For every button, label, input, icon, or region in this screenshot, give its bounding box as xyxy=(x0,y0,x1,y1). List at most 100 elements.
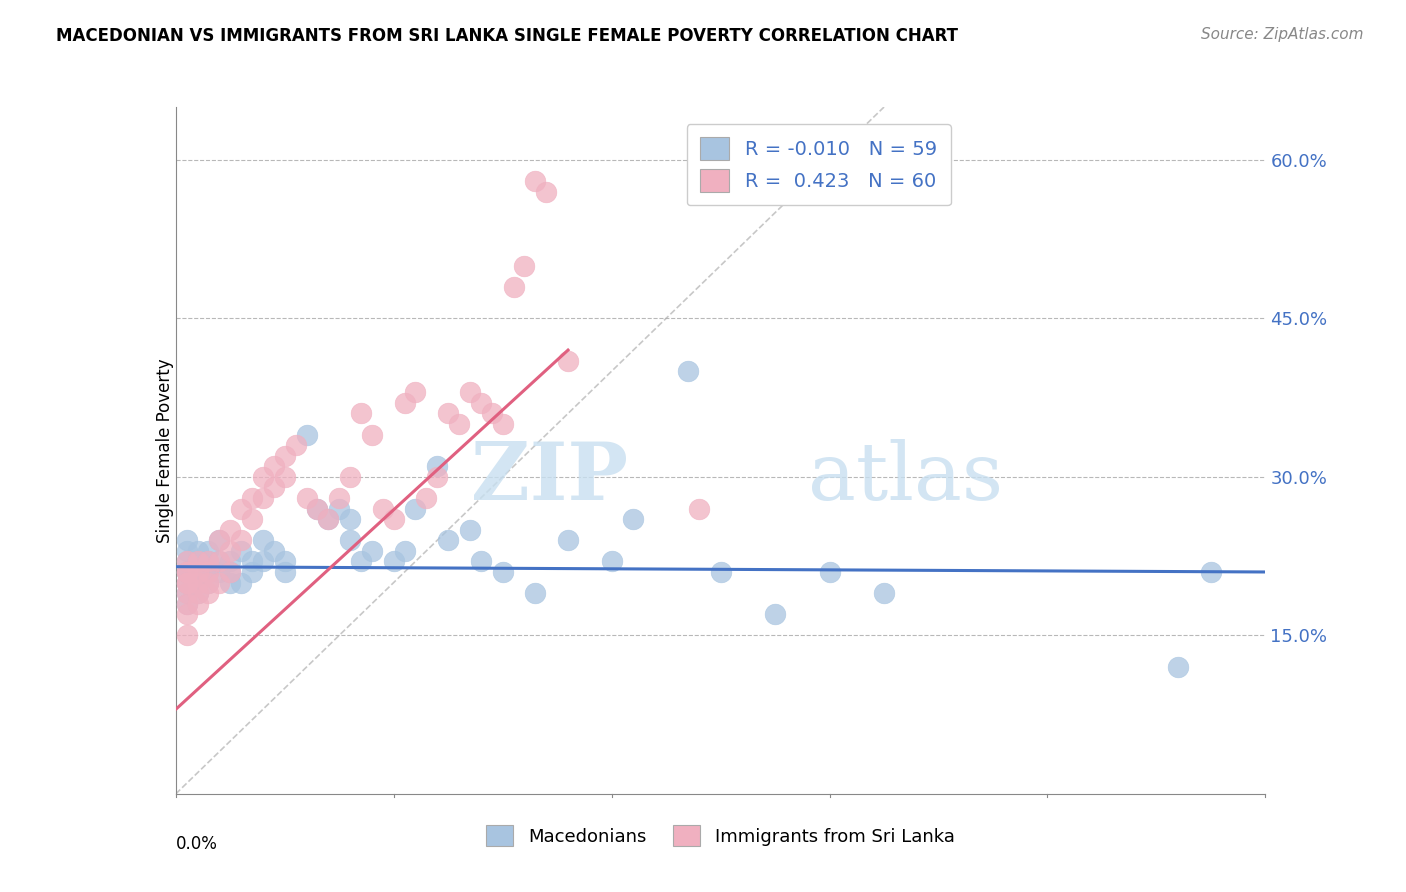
Point xyxy=(557,533,579,548)
Point xyxy=(240,491,263,505)
Text: Source: ZipAtlas.com: Source: ZipAtlas.com xyxy=(1201,27,1364,42)
Point xyxy=(437,407,460,421)
Point xyxy=(274,470,297,484)
Point xyxy=(360,427,382,442)
Point xyxy=(176,597,198,611)
Point xyxy=(274,565,297,579)
Point xyxy=(458,523,481,537)
Point xyxy=(405,501,427,516)
Text: MACEDONIAN VS IMMIGRANTS FROM SRI LANKA SINGLE FEMALE POVERTY CORRELATION CHART: MACEDONIAN VS IMMIGRANTS FROM SRI LANKA … xyxy=(56,27,959,45)
Point xyxy=(186,597,209,611)
Point xyxy=(252,533,274,548)
Point xyxy=(186,586,209,600)
Point xyxy=(208,575,231,590)
Point xyxy=(710,565,733,579)
Point xyxy=(818,565,841,579)
Point xyxy=(231,501,253,516)
Point xyxy=(524,586,547,600)
Point xyxy=(208,554,231,568)
Point xyxy=(197,586,219,600)
Point xyxy=(176,628,198,642)
Point xyxy=(763,607,786,622)
Point xyxy=(176,586,198,600)
Point xyxy=(1167,660,1189,674)
Point xyxy=(621,512,644,526)
Point xyxy=(186,565,209,579)
Point xyxy=(394,544,416,558)
Point xyxy=(263,480,285,494)
Point xyxy=(274,554,297,568)
Point xyxy=(307,501,329,516)
Point xyxy=(176,565,198,579)
Point xyxy=(208,533,231,548)
Point xyxy=(252,491,274,505)
Point xyxy=(176,554,198,568)
Point xyxy=(426,470,449,484)
Point xyxy=(219,565,242,579)
Point xyxy=(231,575,253,590)
Point xyxy=(437,533,460,548)
Point xyxy=(328,501,350,516)
Point xyxy=(176,597,198,611)
Point xyxy=(382,512,405,526)
Point xyxy=(284,438,307,452)
Point xyxy=(219,544,242,558)
Point xyxy=(176,575,198,590)
Point xyxy=(360,544,382,558)
Point xyxy=(219,523,242,537)
Point xyxy=(307,501,329,516)
Point xyxy=(197,565,219,579)
Point xyxy=(263,544,285,558)
Point xyxy=(231,533,253,548)
Legend: Macedonians, Immigrants from Sri Lanka: Macedonians, Immigrants from Sri Lanka xyxy=(479,818,962,854)
Point xyxy=(176,544,198,558)
Point xyxy=(186,586,209,600)
Point xyxy=(176,554,198,568)
Point xyxy=(426,459,449,474)
Point xyxy=(1199,565,1222,579)
Point xyxy=(524,174,547,188)
Point xyxy=(382,554,405,568)
Point xyxy=(295,491,318,505)
Point xyxy=(394,396,416,410)
Point xyxy=(295,427,318,442)
Point xyxy=(240,512,263,526)
Point xyxy=(339,533,361,548)
Point xyxy=(186,554,209,568)
Point xyxy=(176,565,198,579)
Point xyxy=(197,554,219,568)
Point xyxy=(186,575,209,590)
Point xyxy=(208,565,231,579)
Point xyxy=(176,575,198,590)
Point xyxy=(492,565,515,579)
Text: 0.0%: 0.0% xyxy=(176,835,218,853)
Point xyxy=(470,554,492,568)
Point xyxy=(513,259,536,273)
Text: atlas: atlas xyxy=(807,439,1002,517)
Point xyxy=(458,385,481,400)
Point xyxy=(197,575,219,590)
Point xyxy=(557,353,579,368)
Point xyxy=(176,586,198,600)
Point xyxy=(186,544,209,558)
Point xyxy=(186,565,209,579)
Point xyxy=(339,470,361,484)
Point xyxy=(219,554,242,568)
Point xyxy=(263,459,285,474)
Point xyxy=(405,385,427,400)
Y-axis label: Single Female Poverty: Single Female Poverty xyxy=(156,359,173,542)
Point xyxy=(176,565,198,579)
Point xyxy=(676,364,699,378)
Point xyxy=(274,449,297,463)
Point xyxy=(328,491,350,505)
Point xyxy=(481,407,503,421)
Point xyxy=(350,407,373,421)
Point xyxy=(176,565,198,579)
Point xyxy=(240,554,263,568)
Point xyxy=(197,554,219,568)
Point xyxy=(350,554,373,568)
Point xyxy=(252,554,274,568)
Point xyxy=(208,554,231,568)
Point xyxy=(492,417,515,431)
Point xyxy=(231,544,253,558)
